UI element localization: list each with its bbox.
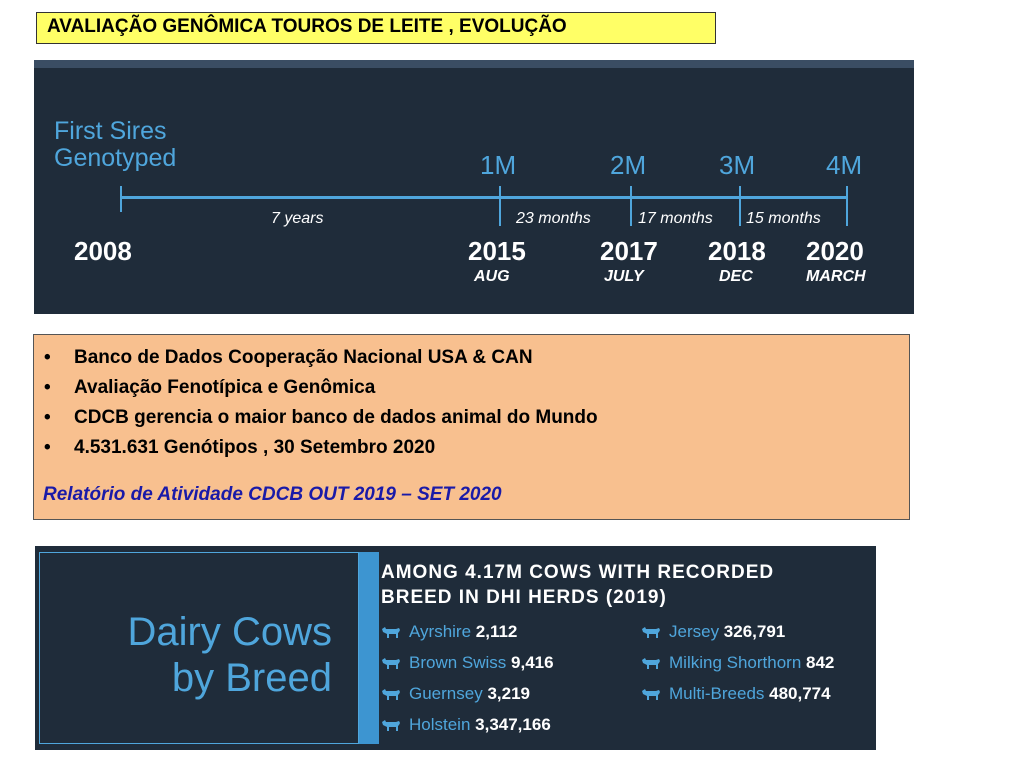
breed-heading: AMONG 4.17M COWS WITH RECORDED BREED IN … xyxy=(381,560,774,610)
milestone-2m: 2M xyxy=(610,150,647,180)
cow-icon xyxy=(641,654,661,669)
breed-item: Holstein 3,347,166 xyxy=(381,715,551,735)
tick-2018 xyxy=(739,186,741,226)
milestone-4m: 4M xyxy=(826,150,863,180)
year-2018: 2018 xyxy=(708,236,766,266)
month-aug: AUG xyxy=(474,268,510,285)
breed-count: 2,112 xyxy=(475,622,518,641)
bullet-dot: • xyxy=(44,377,51,398)
breed-name: Brown Swiss xyxy=(409,653,512,672)
year-2008: 2008 xyxy=(74,236,132,266)
breed-count: 326,791 xyxy=(723,622,786,641)
tick-2008 xyxy=(120,186,122,212)
month-march: MARCH xyxy=(806,268,866,285)
year-2015: 2015 xyxy=(468,236,526,266)
cow-icon xyxy=(381,716,401,731)
month-dec: DEC xyxy=(719,268,753,285)
bullet-text: Banco de Dados Cooperação Nacional USA &… xyxy=(74,347,533,368)
breed-heading-line1: AMONG 4.17M COWS WITH RECORDED xyxy=(381,562,775,583)
breed-item: Guernsey 3,219 xyxy=(381,684,530,704)
genotyping-timeline: First Sires Genotyped 1M 2M 3M 4M 7 year… xyxy=(34,60,914,314)
breed-title-line2: by Breed xyxy=(171,656,332,700)
timeline-heading-line1: First Sires xyxy=(54,117,167,145)
breed-name: Ayrshire xyxy=(409,622,476,641)
month-july: JULY xyxy=(604,268,644,285)
bullet-text: Avaliação Fenotípica e Genômica xyxy=(74,377,376,398)
breed-name: Milking Shorthorn xyxy=(669,653,807,672)
breed-item: Multi-Breeds 480,774 xyxy=(641,684,831,704)
info-box: • Banco de Dados Cooperação Nacional USA … xyxy=(33,334,910,520)
tick-2020 xyxy=(846,186,848,226)
tick-2017 xyxy=(630,186,632,226)
timeline-heading: First Sires Genotyped xyxy=(54,118,176,172)
milestone-1m: 1M xyxy=(480,150,517,180)
duration-17-months: 17 months xyxy=(638,210,713,227)
duration-7-years: 7 years xyxy=(271,210,324,227)
breed-name: Holstein xyxy=(409,715,476,734)
bullet-dot: • xyxy=(44,407,51,428)
bullet-item: • CDCB gerencia o maior banco de dados an… xyxy=(44,403,598,433)
breed-title-box: Dairy Cows by Breed xyxy=(39,552,359,744)
cow-icon xyxy=(381,654,401,669)
breed-heading-line2: BREED IN DHI HERDS (2019) xyxy=(381,587,667,608)
year-2020: 2020 xyxy=(806,236,864,266)
tick-2015 xyxy=(499,186,501,226)
breed-item: Milking Shorthorn 842 xyxy=(641,653,834,673)
breed-name: Jersey xyxy=(669,622,724,641)
timeline-axis xyxy=(120,196,847,199)
breed-count: 3,219 xyxy=(487,684,530,703)
breed-title: Dairy Cows by Breed xyxy=(128,609,332,701)
breed-count: 842 xyxy=(806,653,835,672)
breed-name: Guernsey xyxy=(409,684,488,703)
bullet-dot: • xyxy=(44,437,51,458)
duration-15-months: 15 months xyxy=(746,210,821,227)
cow-icon xyxy=(381,685,401,700)
year-2017: 2017 xyxy=(600,236,658,266)
timeline-heading-line2: Genotyped xyxy=(54,144,177,172)
bullet-item: • Banco de Dados Cooperação Nacional USA … xyxy=(44,343,598,373)
duration-23-months: 23 months xyxy=(516,210,591,227)
breed-count: 9,416 xyxy=(511,653,554,672)
breed-item: Jersey 326,791 xyxy=(641,622,785,642)
bullet-dot: • xyxy=(44,347,51,368)
cow-icon xyxy=(641,685,661,700)
cow-icon xyxy=(381,623,401,638)
milestone-3m: 3M xyxy=(719,150,756,180)
slide-title: AVALIAÇÃO GENÔMICA TOUROS DE LEITE , EVO… xyxy=(36,12,716,44)
breed-item: Ayrshire 2,112 xyxy=(381,622,517,642)
breed-name: Multi-Breeds xyxy=(669,684,770,703)
accent-bar xyxy=(359,552,379,744)
breed-count: 480,774 xyxy=(769,684,831,703)
bullet-text: 4.531.631 Genótipos , 30 Setembro 2020 xyxy=(74,437,436,458)
report-reference: Relatório de Atividade CDCB OUT 2019 – S… xyxy=(43,484,502,505)
breed-item: Brown Swiss 9,416 xyxy=(381,653,554,673)
bullet-item: • Avaliação Fenotípica e Genômica xyxy=(44,373,598,403)
info-bullet-list: • Banco de Dados Cooperação Nacional USA … xyxy=(44,343,598,463)
bullet-text: CDCB gerencia o maior banco de dados ani… xyxy=(74,407,598,428)
cow-icon xyxy=(641,623,661,638)
bullet-item: • 4.531.631 Genótipos , 30 Setembro 2020 xyxy=(44,433,598,463)
breed-title-line1: Dairy Cows xyxy=(127,610,332,654)
breed-count: 3,347,166 xyxy=(475,715,551,734)
breed-panel: Dairy Cows by Breed AMONG 4.17M COWS WIT… xyxy=(35,546,876,750)
